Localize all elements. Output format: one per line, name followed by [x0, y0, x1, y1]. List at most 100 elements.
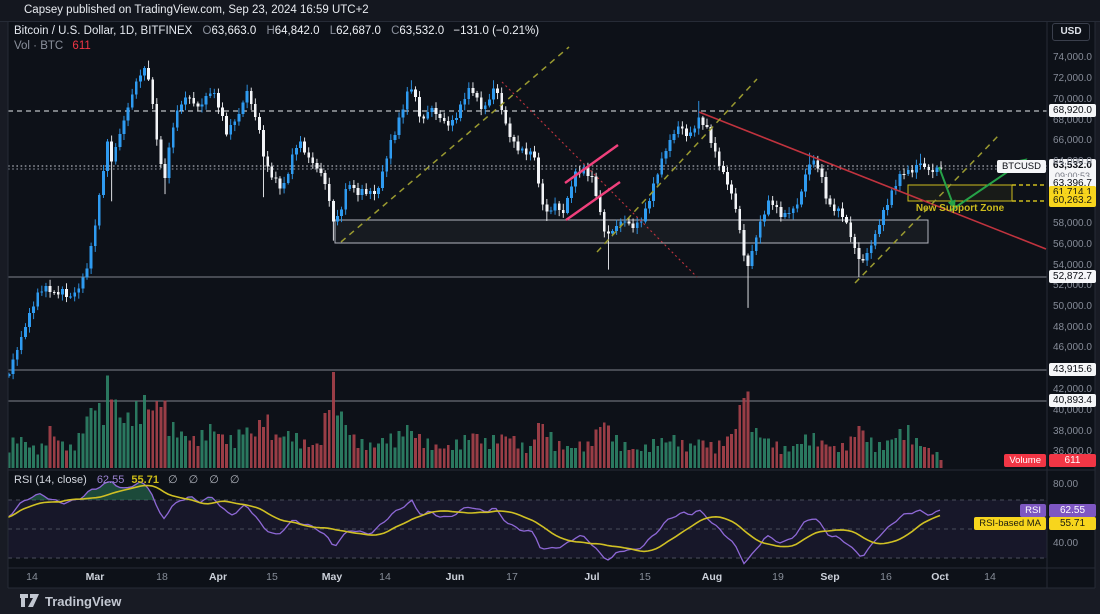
candle-body — [237, 114, 241, 122]
candle-body — [508, 123, 512, 138]
candle-body — [245, 90, 249, 103]
candle-body — [377, 188, 380, 195]
candle-body — [652, 183, 655, 201]
attribution-text: Capsey published on TradingView.com, Sep… — [24, 4, 369, 16]
candle-body — [352, 185, 356, 188]
volume-bar — [783, 446, 787, 468]
candle-body — [323, 173, 327, 184]
candle-body — [147, 68, 150, 80]
volume-bar — [500, 434, 504, 468]
tradingview-logo-icon[interactable] — [20, 593, 39, 610]
volume-bar — [804, 434, 807, 468]
volume-bar — [845, 450, 848, 468]
candle-body — [820, 168, 824, 178]
candle-body — [331, 200, 335, 222]
candle-body — [841, 208, 844, 217]
candle-body — [77, 288, 81, 293]
volume-bar — [619, 450, 623, 468]
volume-bar — [492, 434, 495, 468]
volume-bar — [791, 446, 795, 468]
volume-bar — [446, 445, 450, 468]
new-support-zone-box[interactable] — [907, 184, 1013, 202]
footer-bar: TradingView — [0, 588, 1100, 614]
candle-body — [902, 173, 906, 175]
breakdown-dotted[interactable] — [501, 81, 698, 278]
candle-body — [143, 68, 146, 76]
volume-bar — [849, 436, 853, 468]
descending-resistance[interactable] — [698, 111, 1047, 250]
volume-bar — [463, 435, 467, 468]
rsi-ma-line — [7, 484, 941, 553]
volume-bar — [668, 441, 672, 468]
candle-body — [344, 188, 348, 210]
volume-bar — [742, 397, 746, 468]
candle-body — [241, 102, 245, 115]
candle-body — [910, 169, 914, 173]
candle-body — [299, 141, 302, 148]
candle-body — [873, 233, 877, 246]
candle-body — [81, 277, 85, 289]
volume-bar — [841, 443, 844, 468]
candle-body — [200, 104, 204, 107]
candle-body — [750, 251, 754, 267]
candle-body — [705, 124, 709, 128]
volume-bar — [594, 429, 598, 468]
candle-body — [680, 126, 684, 129]
candle-body — [155, 104, 159, 140]
candle-body — [758, 221, 762, 238]
volume-bar — [902, 439, 906, 468]
volume-bar — [233, 447, 237, 468]
volume-bar — [397, 430, 401, 468]
volume-bar — [611, 441, 614, 468]
candle-body — [56, 292, 60, 295]
volume-bar — [701, 440, 705, 468]
volume-bar — [582, 451, 586, 468]
candle-body — [602, 211, 606, 232]
candle-body — [492, 88, 495, 100]
candle-body — [307, 152, 311, 158]
down-arrow[interactable] — [938, 166, 955, 208]
volume-bar — [656, 446, 660, 468]
volume-bar — [282, 436, 286, 468]
volume-bar — [623, 442, 627, 468]
volume-bar — [48, 426, 52, 468]
candle-body — [816, 160, 820, 169]
candle-body — [233, 121, 237, 125]
volume-bar — [65, 450, 68, 468]
volume-bar — [890, 439, 894, 468]
flag-upper[interactable] — [564, 144, 619, 184]
candle-body — [311, 157, 315, 163]
candle-body — [570, 186, 573, 199]
volume-bar — [327, 410, 331, 468]
volume-bar — [812, 433, 816, 468]
candle-body — [192, 98, 196, 104]
candle-body — [188, 97, 192, 99]
volume-bar — [800, 443, 803, 468]
candle-body — [204, 96, 208, 105]
support-range-box[interactable] — [334, 219, 929, 244]
candle-body — [385, 158, 389, 172]
flag-lower[interactable] — [565, 181, 621, 221]
volume-bar — [430, 449, 434, 468]
volume-bar — [754, 428, 758, 468]
candle-body — [697, 117, 701, 129]
candle-body — [939, 167, 943, 169]
ascending-dashed-3[interactable] — [854, 134, 1000, 284]
candle-body — [319, 168, 323, 174]
candle-body — [643, 208, 647, 222]
tradingview-brand-text[interactable]: TradingView — [45, 593, 122, 609]
volume-bar — [393, 447, 397, 468]
candle-body — [734, 193, 738, 210]
volume-bar — [598, 427, 602, 468]
volume-bar — [200, 429, 204, 468]
volume-bar — [118, 417, 122, 468]
volume-bar — [570, 447, 573, 468]
candle-body — [726, 171, 729, 185]
volume-bar — [155, 401, 159, 468]
candle-body — [849, 222, 853, 238]
candle-body — [541, 183, 545, 205]
volume-bar — [180, 431, 183, 468]
candle-body — [615, 225, 619, 231]
ascending-dashed-1[interactable] — [340, 46, 570, 243]
